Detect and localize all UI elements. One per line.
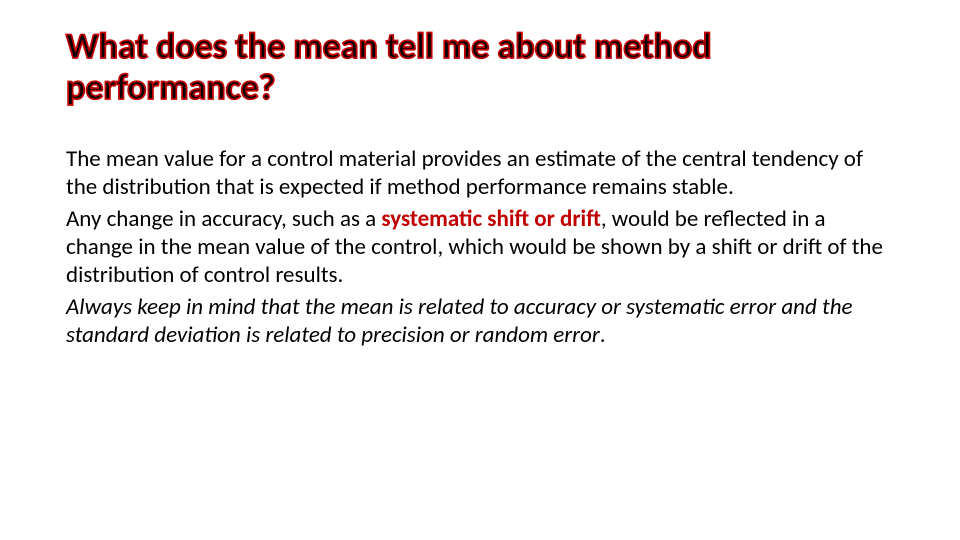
paragraph-2: Any change in accuracy, such as a system… [66,205,894,289]
paragraph-3-period: . [600,321,606,349]
paragraph-2-lead: Any change in accuracy, such as a [66,205,381,233]
emphasis-systematic-shift: systematic shift or drift [381,205,600,233]
slide-body: The mean value for a control material pr… [66,145,894,349]
slide-title: What does the mean tell me about method … [66,26,846,109]
slide: What does the mean tell me about method … [0,0,960,540]
paragraph-3-italic: Always keep in mind that the mean is rel… [66,293,853,349]
paragraph-3: Always keep in mind that the mean is rel… [66,293,894,349]
paragraph-1: The mean value for a control material pr… [66,145,894,201]
